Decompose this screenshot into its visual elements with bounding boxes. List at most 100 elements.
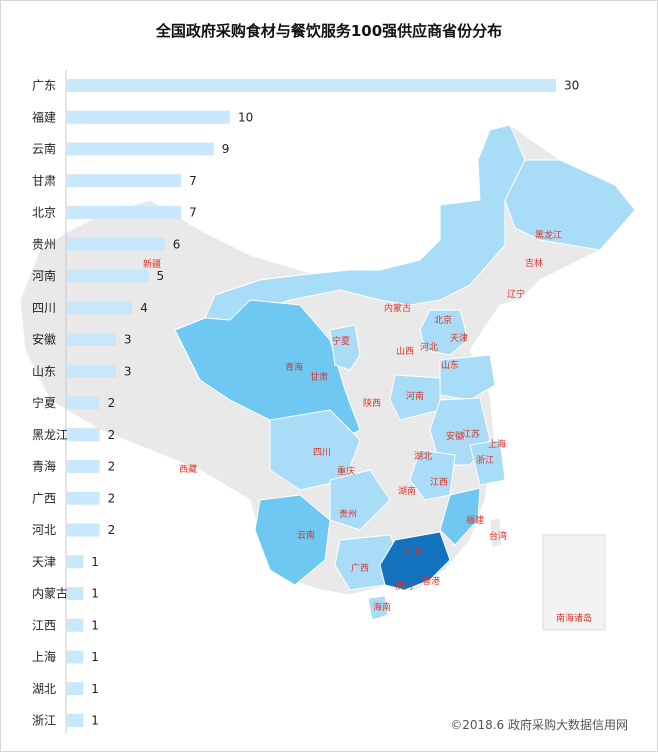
map-label: 江西 (430, 477, 448, 488)
map-label: 山西 (396, 346, 414, 357)
value-label: 1 (91, 714, 99, 728)
category-label: 江西 (32, 618, 56, 632)
map-region-fujian (439, 487, 481, 546)
bar (67, 650, 84, 664)
value-label: 3 (124, 333, 132, 347)
bar (67, 206, 182, 219)
bar (67, 555, 84, 569)
category-label: 福建 (32, 109, 56, 124)
map-region-ningxia (329, 324, 361, 371)
map-label: 陕西 (363, 397, 381, 409)
map-label: 江苏 (462, 428, 480, 440)
map-region-taiwan (489, 517, 503, 549)
bar (67, 142, 214, 156)
map-region-beijing-hebei (419, 309, 469, 356)
value-label: 4 (140, 301, 148, 315)
bar (67, 396, 100, 410)
bar (67, 523, 100, 537)
map-region-zhejiang-shanghai (469, 439, 506, 486)
category-label: 甘肃 (32, 174, 56, 188)
category-label: 内蒙古 (32, 586, 68, 601)
value-label: 1 (91, 650, 99, 664)
value-label: 2 (108, 523, 116, 537)
bar (67, 428, 100, 442)
category-label: 青海 (32, 459, 56, 474)
map-label: 甘肃 (310, 371, 328, 383)
map-label: 内蒙古 (384, 302, 411, 314)
map-region-henan (389, 374, 441, 421)
value-label: 1 (91, 618, 99, 632)
map-label: 宁夏 (332, 335, 350, 347)
map-label: 贵州 (339, 508, 357, 520)
value-label: 30 (564, 79, 579, 93)
map-label: 青海 (285, 361, 303, 373)
bar (67, 587, 84, 600)
category-label: 湖北 (32, 681, 56, 696)
category-label: 广东 (32, 79, 56, 93)
map-label: 澳门 (395, 580, 413, 592)
south-china-sea-inset (542, 534, 606, 631)
map-label: 台湾 (489, 530, 507, 542)
value-label: 2 (108, 491, 116, 505)
map-label: 辽宁 (507, 288, 525, 300)
map-label: 天津 (450, 333, 468, 344)
category-label: 河南 (32, 268, 56, 283)
map-label: 西藏 (179, 463, 197, 475)
bar (67, 364, 116, 378)
category-label: 天津 (32, 555, 56, 569)
map-label: 浙江 (476, 454, 494, 466)
chart-title: 全国政府采购食材与餐饮服务100强供应商省份分布 (155, 22, 503, 40)
bar (67, 618, 84, 632)
bar (67, 237, 165, 251)
category-label: 四川 (32, 301, 56, 315)
bar (67, 333, 116, 346)
category-label: 安徽 (32, 332, 56, 347)
map-region-neimenggu (204, 124, 526, 321)
bar (67, 174, 182, 188)
bar (67, 682, 84, 696)
value-label: 2 (108, 460, 116, 474)
bar (67, 269, 149, 283)
map-region-guizhou (329, 469, 391, 531)
category-label: 黑龙江 (32, 428, 68, 442)
value-label: 7 (189, 174, 197, 188)
map-label: 香港 (422, 575, 440, 587)
value-label: 2 (108, 396, 116, 410)
category-label: 北京 (32, 206, 56, 220)
category-label: 山东 (32, 364, 56, 378)
value-label: 6 (173, 237, 181, 251)
map-region-guangdong (379, 531, 451, 591)
map-regions (19, 124, 636, 631)
map-label: 海南 (373, 601, 391, 613)
map-label: 重庆 (337, 465, 355, 477)
map-label: 广西 (351, 562, 369, 574)
map-label: 湖北 (414, 451, 432, 462)
map-label: 上海 (488, 438, 506, 450)
map-label: 云南 (297, 529, 315, 541)
bar (67, 491, 100, 505)
bar (67, 301, 133, 315)
map-label: 福建 (466, 514, 484, 526)
value-label: 9 (222, 142, 230, 156)
value-label: 1 (91, 587, 99, 601)
value-label: 5 (157, 269, 165, 283)
category-label: 贵州 (32, 237, 56, 251)
map-label: 广东 (405, 545, 423, 557)
map-region-heilongjiang (504, 159, 636, 251)
category-label: 宁夏 (32, 395, 56, 410)
value-label: 3 (124, 364, 132, 378)
bar (67, 460, 100, 473)
map-label: 南海诸岛 (556, 612, 592, 624)
value-label: 7 (189, 206, 197, 220)
map-label: 河南 (406, 390, 424, 402)
map-label: 北京 (434, 314, 452, 326)
map-label: 安徽 (446, 430, 464, 442)
category-label: 云南 (32, 141, 56, 156)
copyright-text: ©2018.6 政府采购大数据信用网 (450, 718, 628, 732)
bar (67, 79, 556, 92)
bar-series: 广东 30 福建 10 云南 9 甘肃 7 北京 7 贵州 6 河南 5 四川 4 安徽 3 山东 3 宁夏 2 黑龙江 2 青… (32, 79, 579, 728)
category-label: 广西 (32, 491, 56, 505)
map-region-hainan (367, 595, 389, 621)
